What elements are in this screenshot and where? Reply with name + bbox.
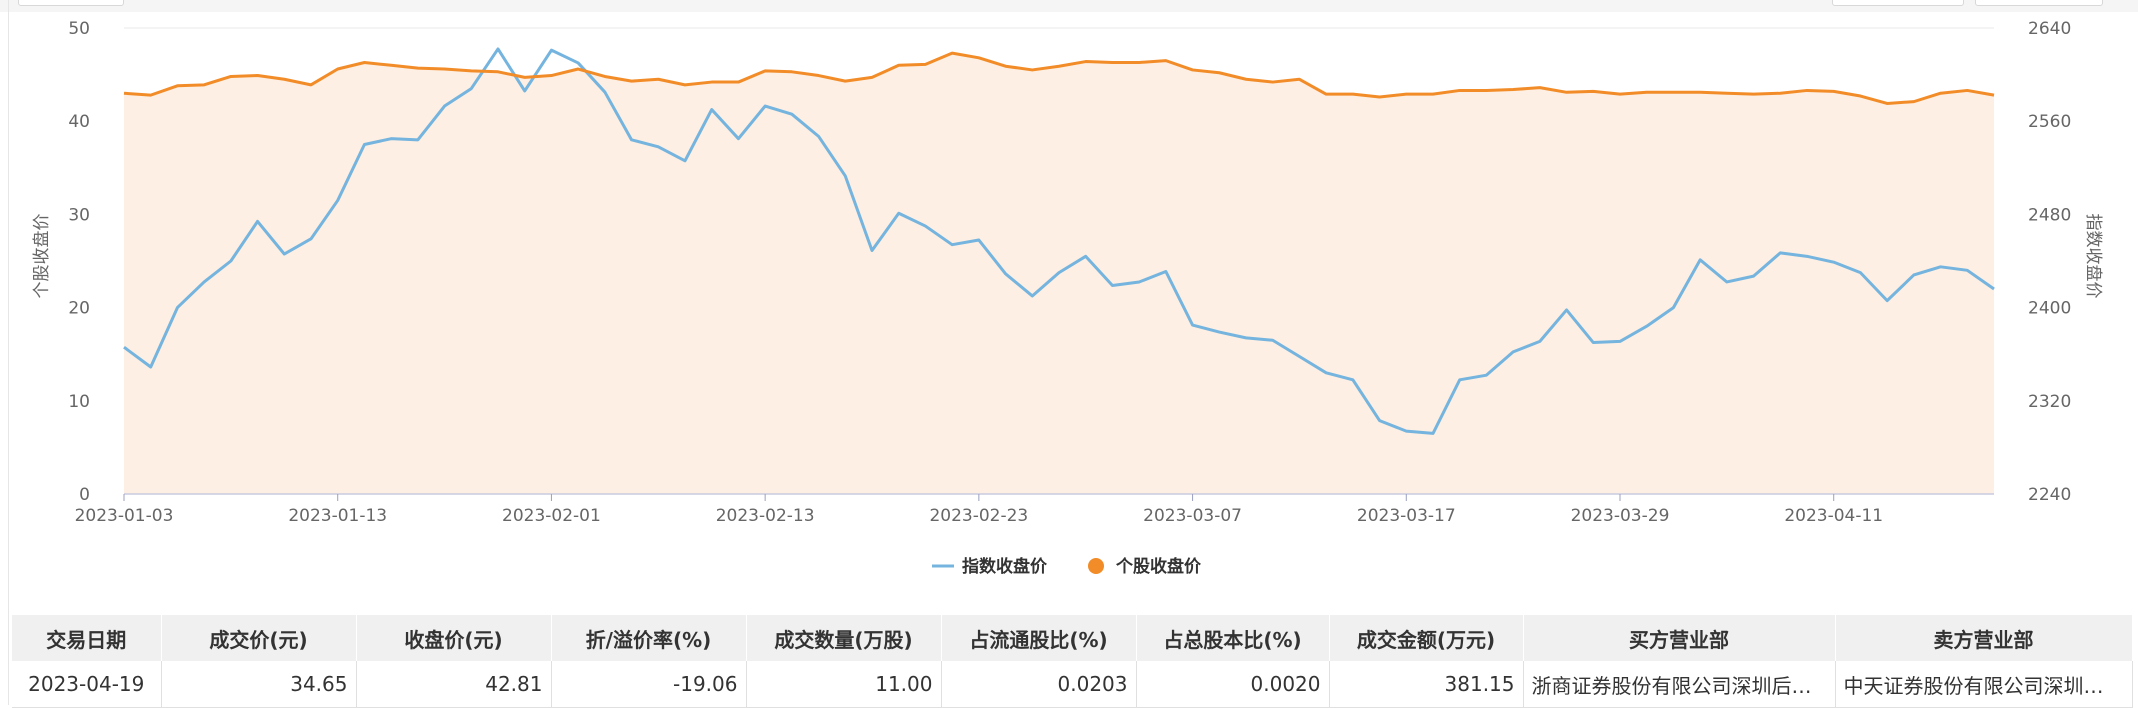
cell-close-price: 42.81	[356, 661, 552, 708]
legend-index-label: 指数收盘价	[962, 556, 1048, 577]
x-tick-label: 2023-02-13	[716, 506, 815, 526]
y-tick-label: 30	[68, 205, 90, 225]
y-tick-label: 0	[79, 485, 90, 505]
legend-stock-swatch	[1088, 558, 1104, 574]
col-header-total-ratio[interactable]: 占总股本比(%)	[1136, 615, 1330, 661]
y-tick-label: 50	[68, 19, 90, 39]
y-tick-label: 20	[68, 299, 90, 319]
y2-axis-title: 指数收盘价	[2083, 214, 2103, 299]
col-header-trade-date[interactable]: 交易日期	[12, 615, 162, 661]
col-header-volume[interactable]: 成交数量(万股)	[746, 615, 942, 661]
price-chart: 0 10 20 30 40 50 2240 2320 2400 2480 2560 2640 2023-…	[32, 19, 2103, 577]
cell-premium-rate: -19.06	[551, 661, 747, 708]
legend-stock-label: 个股收盘价	[1115, 556, 1202, 577]
y2-tick-label: 2640	[2028, 19, 2071, 39]
stock-price-line	[123, 51, 1995, 105]
index-price-line	[123, 47, 1995, 435]
block-trade-table: 交易日期 成交价(元) 收盘价(元) 折/溢价率(%) 成交数量(万股) 占流通…	[12, 615, 2133, 708]
x-tick-label: 2023-02-01	[502, 506, 601, 526]
y2-tick-label: 2320	[2028, 392, 2071, 412]
x-tick-label: 2023-01-13	[288, 506, 387, 526]
cell-deal-price: 34.65	[161, 661, 357, 708]
col-header-premium-rate[interactable]: 折/溢价率(%)	[551, 615, 747, 661]
y-tick-label: 40	[68, 112, 90, 132]
toolbar-button-left[interactable]	[18, 0, 124, 6]
col-header-float-ratio[interactable]: 占流通股比(%)	[941, 615, 1137, 661]
y2-tick-label: 2240	[2028, 485, 2071, 505]
y2-tick-label: 2480	[2028, 205, 2071, 225]
toolbar-button-right-1[interactable]	[1832, 0, 1964, 6]
cell-total-ratio: 0.0020	[1136, 661, 1330, 708]
cell-buyer: 浙商证券股份有限公司深圳后…	[1523, 661, 1836, 708]
col-header-close-price[interactable]: 收盘价(元)	[356, 615, 552, 661]
table-row[interactable]: 2023-04-19 34.65 42.81 -19.06 11.00 0.02…	[12, 661, 2133, 708]
y-tick-label: 10	[68, 392, 90, 412]
col-header-seller[interactable]: 卖方营业部	[1835, 615, 2133, 661]
col-header-deal-price[interactable]: 成交价(元)	[161, 615, 357, 661]
panel-left-border	[8, 0, 9, 705]
x-tick-label: 2023-03-07	[1143, 506, 1242, 526]
x-tick-label: 2023-01-03	[75, 506, 174, 526]
y2-tick-label: 2560	[2028, 112, 2071, 132]
cell-amount: 381.15	[1329, 661, 1524, 708]
cell-volume: 11.00	[746, 661, 942, 708]
top-toolbar-strip	[0, 0, 2138, 12]
x-tick-label: 2023-04-11	[1784, 506, 1883, 526]
col-header-amount[interactable]: 成交金额(万元)	[1329, 615, 1524, 661]
x-tick-label: 2023-03-17	[1357, 506, 1456, 526]
table-header-row: 交易日期 成交价(元) 收盘价(元) 折/溢价率(%) 成交数量(万股) 占流通…	[12, 615, 2133, 661]
y-axis-title: 个股收盘价	[32, 214, 52, 299]
toolbar-button-right-2[interactable]	[1975, 0, 2103, 6]
x-tick-label: 2023-03-29	[1571, 506, 1670, 526]
cell-float-ratio: 0.0203	[941, 661, 1137, 708]
cell-trade-date: 2023-04-19	[12, 661, 162, 708]
col-header-buyer[interactable]: 买方营业部	[1523, 615, 1836, 661]
cell-seller: 中天证券股份有限公司深圳…	[1835, 661, 2133, 708]
x-tick-label: 2023-02-23	[929, 506, 1028, 526]
y2-tick-label: 2400	[2028, 299, 2071, 319]
